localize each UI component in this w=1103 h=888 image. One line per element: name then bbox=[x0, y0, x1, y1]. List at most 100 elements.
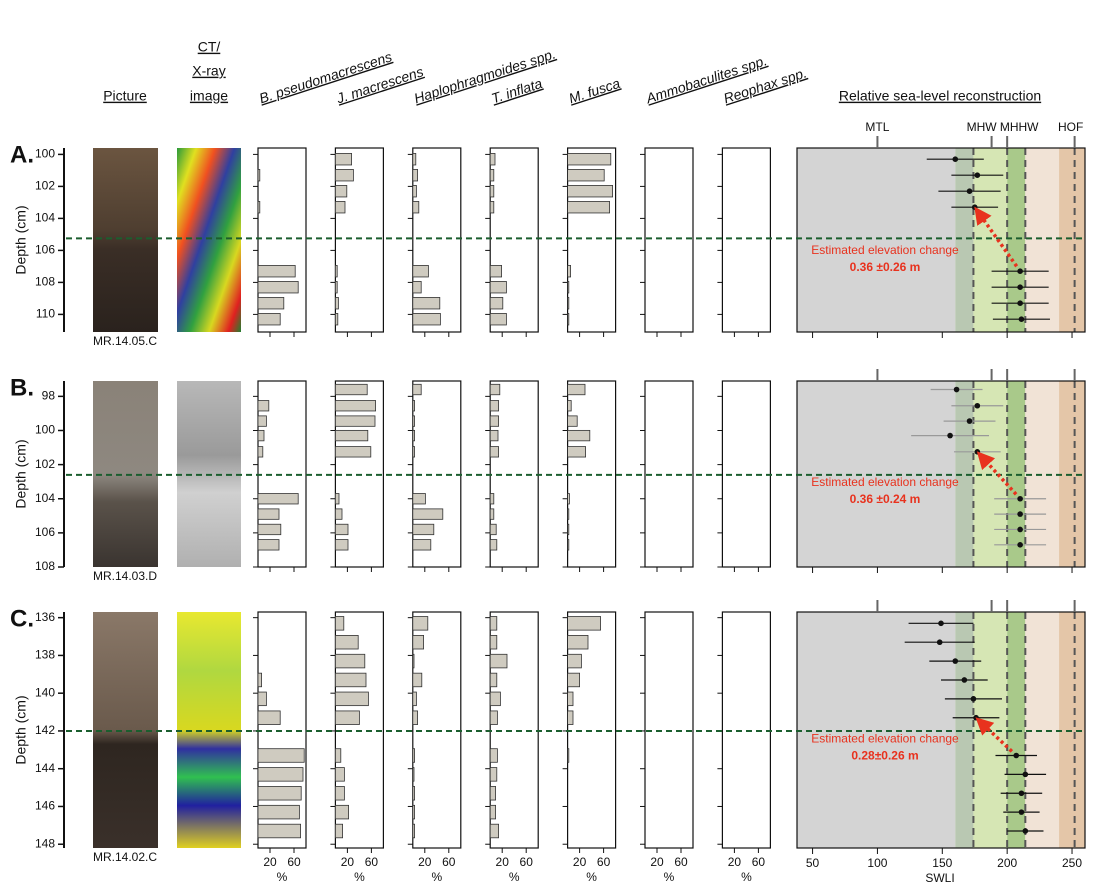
swli-point bbox=[975, 449, 981, 455]
bar bbox=[335, 692, 368, 706]
y-tick-label: 102 bbox=[35, 457, 55, 471]
bar bbox=[258, 673, 262, 687]
swli-point bbox=[972, 204, 978, 210]
bar bbox=[490, 786, 495, 800]
header: Picture bbox=[103, 88, 147, 104]
bar bbox=[413, 673, 422, 687]
bar bbox=[413, 416, 415, 426]
bar bbox=[335, 281, 337, 293]
bar bbox=[413, 281, 421, 293]
bar bbox=[490, 201, 494, 213]
swli-point bbox=[975, 403, 981, 409]
swli-point bbox=[952, 156, 958, 162]
bar bbox=[413, 384, 421, 394]
bar bbox=[490, 768, 497, 782]
bar bbox=[490, 153, 495, 165]
bar bbox=[335, 749, 340, 763]
bar bbox=[413, 768, 414, 782]
bar bbox=[258, 509, 279, 519]
bar bbox=[568, 430, 590, 440]
panel-letter: C. bbox=[10, 605, 34, 632]
bar bbox=[568, 265, 571, 277]
x-tick-label: 60 bbox=[674, 855, 688, 869]
bar bbox=[413, 447, 415, 457]
x-axis-label: % bbox=[354, 870, 365, 884]
swli-point bbox=[967, 418, 973, 424]
bar bbox=[335, 711, 359, 725]
x-axis-label: % bbox=[509, 870, 520, 884]
bar bbox=[490, 494, 494, 504]
swli-point bbox=[973, 715, 979, 721]
bar bbox=[413, 786, 415, 800]
swli-point bbox=[1017, 527, 1023, 533]
bar bbox=[258, 711, 280, 725]
bar bbox=[413, 153, 416, 165]
bar bbox=[490, 617, 497, 631]
annotation-value: 0.36 ±0.24 m bbox=[850, 492, 921, 506]
bar bbox=[335, 384, 367, 394]
y-tick-label: 104 bbox=[35, 491, 55, 505]
bar bbox=[568, 654, 582, 668]
swli-point bbox=[1017, 284, 1023, 290]
bar bbox=[258, 201, 260, 213]
swli-point bbox=[962, 677, 968, 683]
bar bbox=[258, 313, 280, 325]
x-tick-label: 60 bbox=[597, 855, 611, 869]
bar bbox=[568, 524, 569, 534]
bar bbox=[413, 313, 441, 325]
bar bbox=[568, 281, 569, 293]
swli-point bbox=[971, 696, 977, 702]
swli-point bbox=[1017, 511, 1023, 517]
taxon-box bbox=[722, 148, 770, 332]
y-tick-label: 138 bbox=[35, 648, 55, 662]
sample-label: MR.14.03.D bbox=[93, 569, 157, 583]
bar bbox=[490, 692, 500, 706]
bar bbox=[335, 673, 366, 687]
x-tick-label: 20 bbox=[573, 855, 587, 869]
bar bbox=[568, 749, 569, 763]
bar bbox=[258, 297, 284, 309]
swli-point bbox=[1023, 828, 1029, 834]
bar bbox=[335, 768, 344, 782]
bar bbox=[413, 297, 440, 309]
bar bbox=[568, 673, 580, 687]
swli-point bbox=[1019, 809, 1025, 815]
y-axis-label: Depth (cm) bbox=[13, 439, 29, 508]
bar bbox=[413, 540, 431, 550]
swli-point bbox=[938, 621, 944, 627]
bar bbox=[490, 297, 503, 309]
bar bbox=[335, 416, 375, 426]
bar bbox=[490, 313, 506, 325]
y-tick-label: 144 bbox=[35, 761, 55, 775]
bar bbox=[490, 509, 494, 519]
bar bbox=[335, 185, 346, 197]
bar bbox=[258, 692, 266, 706]
ct-image bbox=[177, 148, 241, 332]
bar bbox=[490, 673, 497, 687]
bar bbox=[258, 749, 304, 763]
header: X-ray bbox=[192, 63, 225, 79]
bar bbox=[490, 654, 507, 668]
bar bbox=[568, 313, 569, 325]
bar bbox=[568, 494, 570, 504]
bar bbox=[258, 281, 298, 293]
bar bbox=[413, 494, 426, 504]
datum-label: HOF bbox=[1058, 120, 1083, 134]
bar bbox=[335, 297, 338, 309]
y-axis-label: Depth (cm) bbox=[13, 205, 29, 274]
swli-point bbox=[1019, 316, 1025, 322]
bar bbox=[258, 447, 263, 457]
y-tick-label: 142 bbox=[35, 723, 55, 737]
core-photo bbox=[93, 148, 158, 332]
y-tick-label: 146 bbox=[35, 799, 55, 813]
bar bbox=[413, 185, 417, 197]
bar bbox=[568, 153, 611, 165]
bar bbox=[568, 692, 573, 706]
sample-label: MR.14.05.C bbox=[93, 334, 157, 348]
y-tick-label: 106 bbox=[35, 525, 55, 539]
annotation-value: 0.36 ±0.26 m bbox=[850, 260, 921, 274]
bar bbox=[335, 494, 339, 504]
bar bbox=[568, 401, 572, 411]
bar bbox=[490, 416, 498, 426]
x-axis-label: % bbox=[277, 870, 288, 884]
